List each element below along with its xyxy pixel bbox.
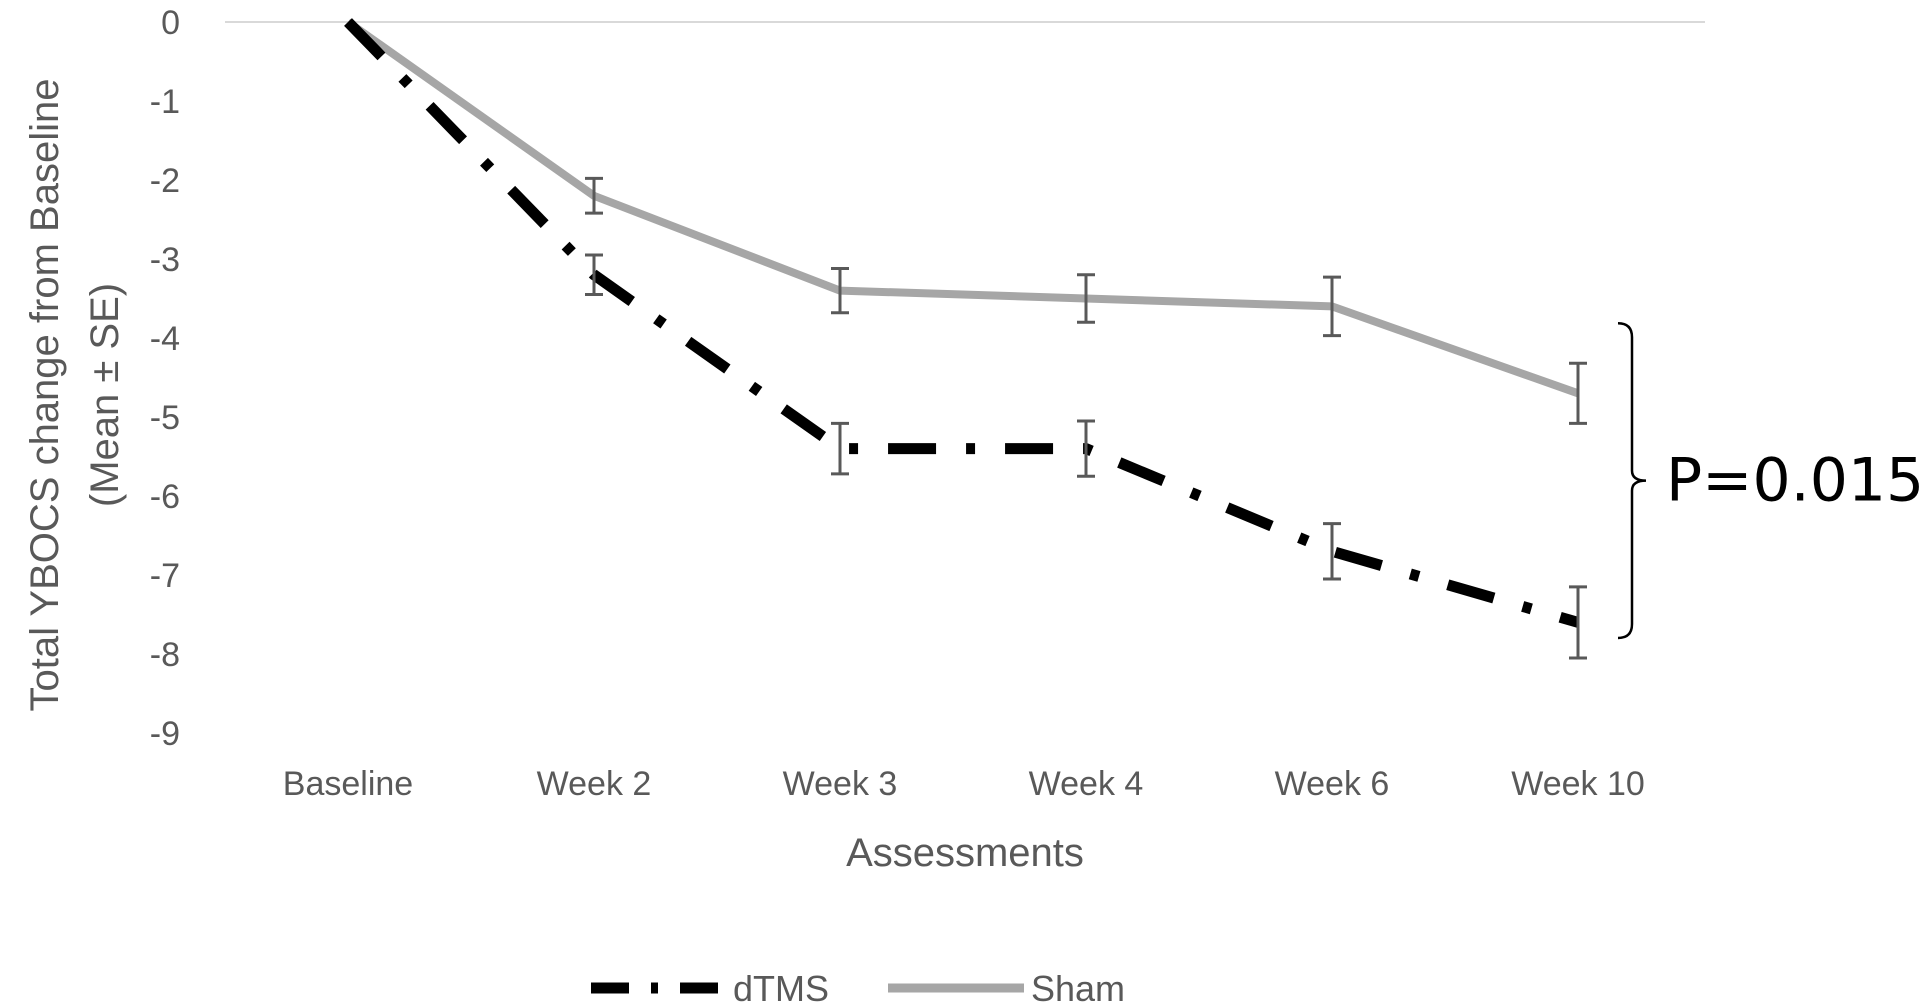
y-tick-labels: 0 -1 -2 -3 -4 -5 -6 -7 -8 -9 xyxy=(150,4,180,753)
series-line-dtms xyxy=(344,18,1580,628)
legend-sham-label: Sham xyxy=(1031,968,1125,1005)
legend: dTMS Sham xyxy=(591,968,1125,1005)
y-tick-label: -1 xyxy=(150,83,180,121)
x-tick-label: Week 4 xyxy=(1029,765,1144,803)
error-bar-sham xyxy=(831,266,849,315)
y-tick-label: -8 xyxy=(150,636,180,674)
y-tick-label: -9 xyxy=(150,715,180,753)
error-bar-sham xyxy=(585,176,603,215)
error-bar-dtms xyxy=(1077,419,1095,478)
error-bar-dtms xyxy=(1569,585,1587,660)
significance-brace xyxy=(1617,322,1647,640)
y-axis-title: Total YBOCS change from Baseline xyxy=(23,79,67,712)
x-tick-label: Week 6 xyxy=(1275,765,1390,803)
series-lines xyxy=(344,18,1580,628)
x-tick-label: Week 2 xyxy=(537,765,652,803)
y-tick-label: -7 xyxy=(150,557,180,595)
y-tick-label: -3 xyxy=(150,241,180,279)
y-axis-subtitle: (Mean ± SE) xyxy=(83,283,127,507)
series-line-sham xyxy=(345,18,1580,398)
y-tick-label: -2 xyxy=(150,162,180,200)
y-tick-label: -4 xyxy=(150,320,180,358)
y-tick-label: -5 xyxy=(150,399,180,437)
error-bar-sham xyxy=(1569,361,1587,425)
error-bar-dtms xyxy=(1323,522,1341,581)
error-bar-sham xyxy=(1323,275,1341,338)
x-axis-title: Assessments xyxy=(846,831,1084,875)
error-bars xyxy=(585,176,1587,660)
y-tick-label: -6 xyxy=(150,478,180,516)
p-value-annotation: P=0.015 xyxy=(1666,446,1924,516)
error-bar-dtms xyxy=(585,253,603,297)
y-tick-label: 0 xyxy=(161,4,180,42)
error-bar-sham xyxy=(1077,273,1095,324)
x-tick-label: Week 10 xyxy=(1511,765,1645,803)
x-tick-label: Week 3 xyxy=(783,765,898,803)
error-bar-dtms xyxy=(831,421,849,476)
x-tick-label: Baseline xyxy=(283,765,413,803)
legend-dtms-label: dTMS xyxy=(733,968,829,1005)
x-tick-labels: Baseline Week 2 Week 3 Week 4 Week 6 Week 10 xyxy=(283,765,1645,803)
